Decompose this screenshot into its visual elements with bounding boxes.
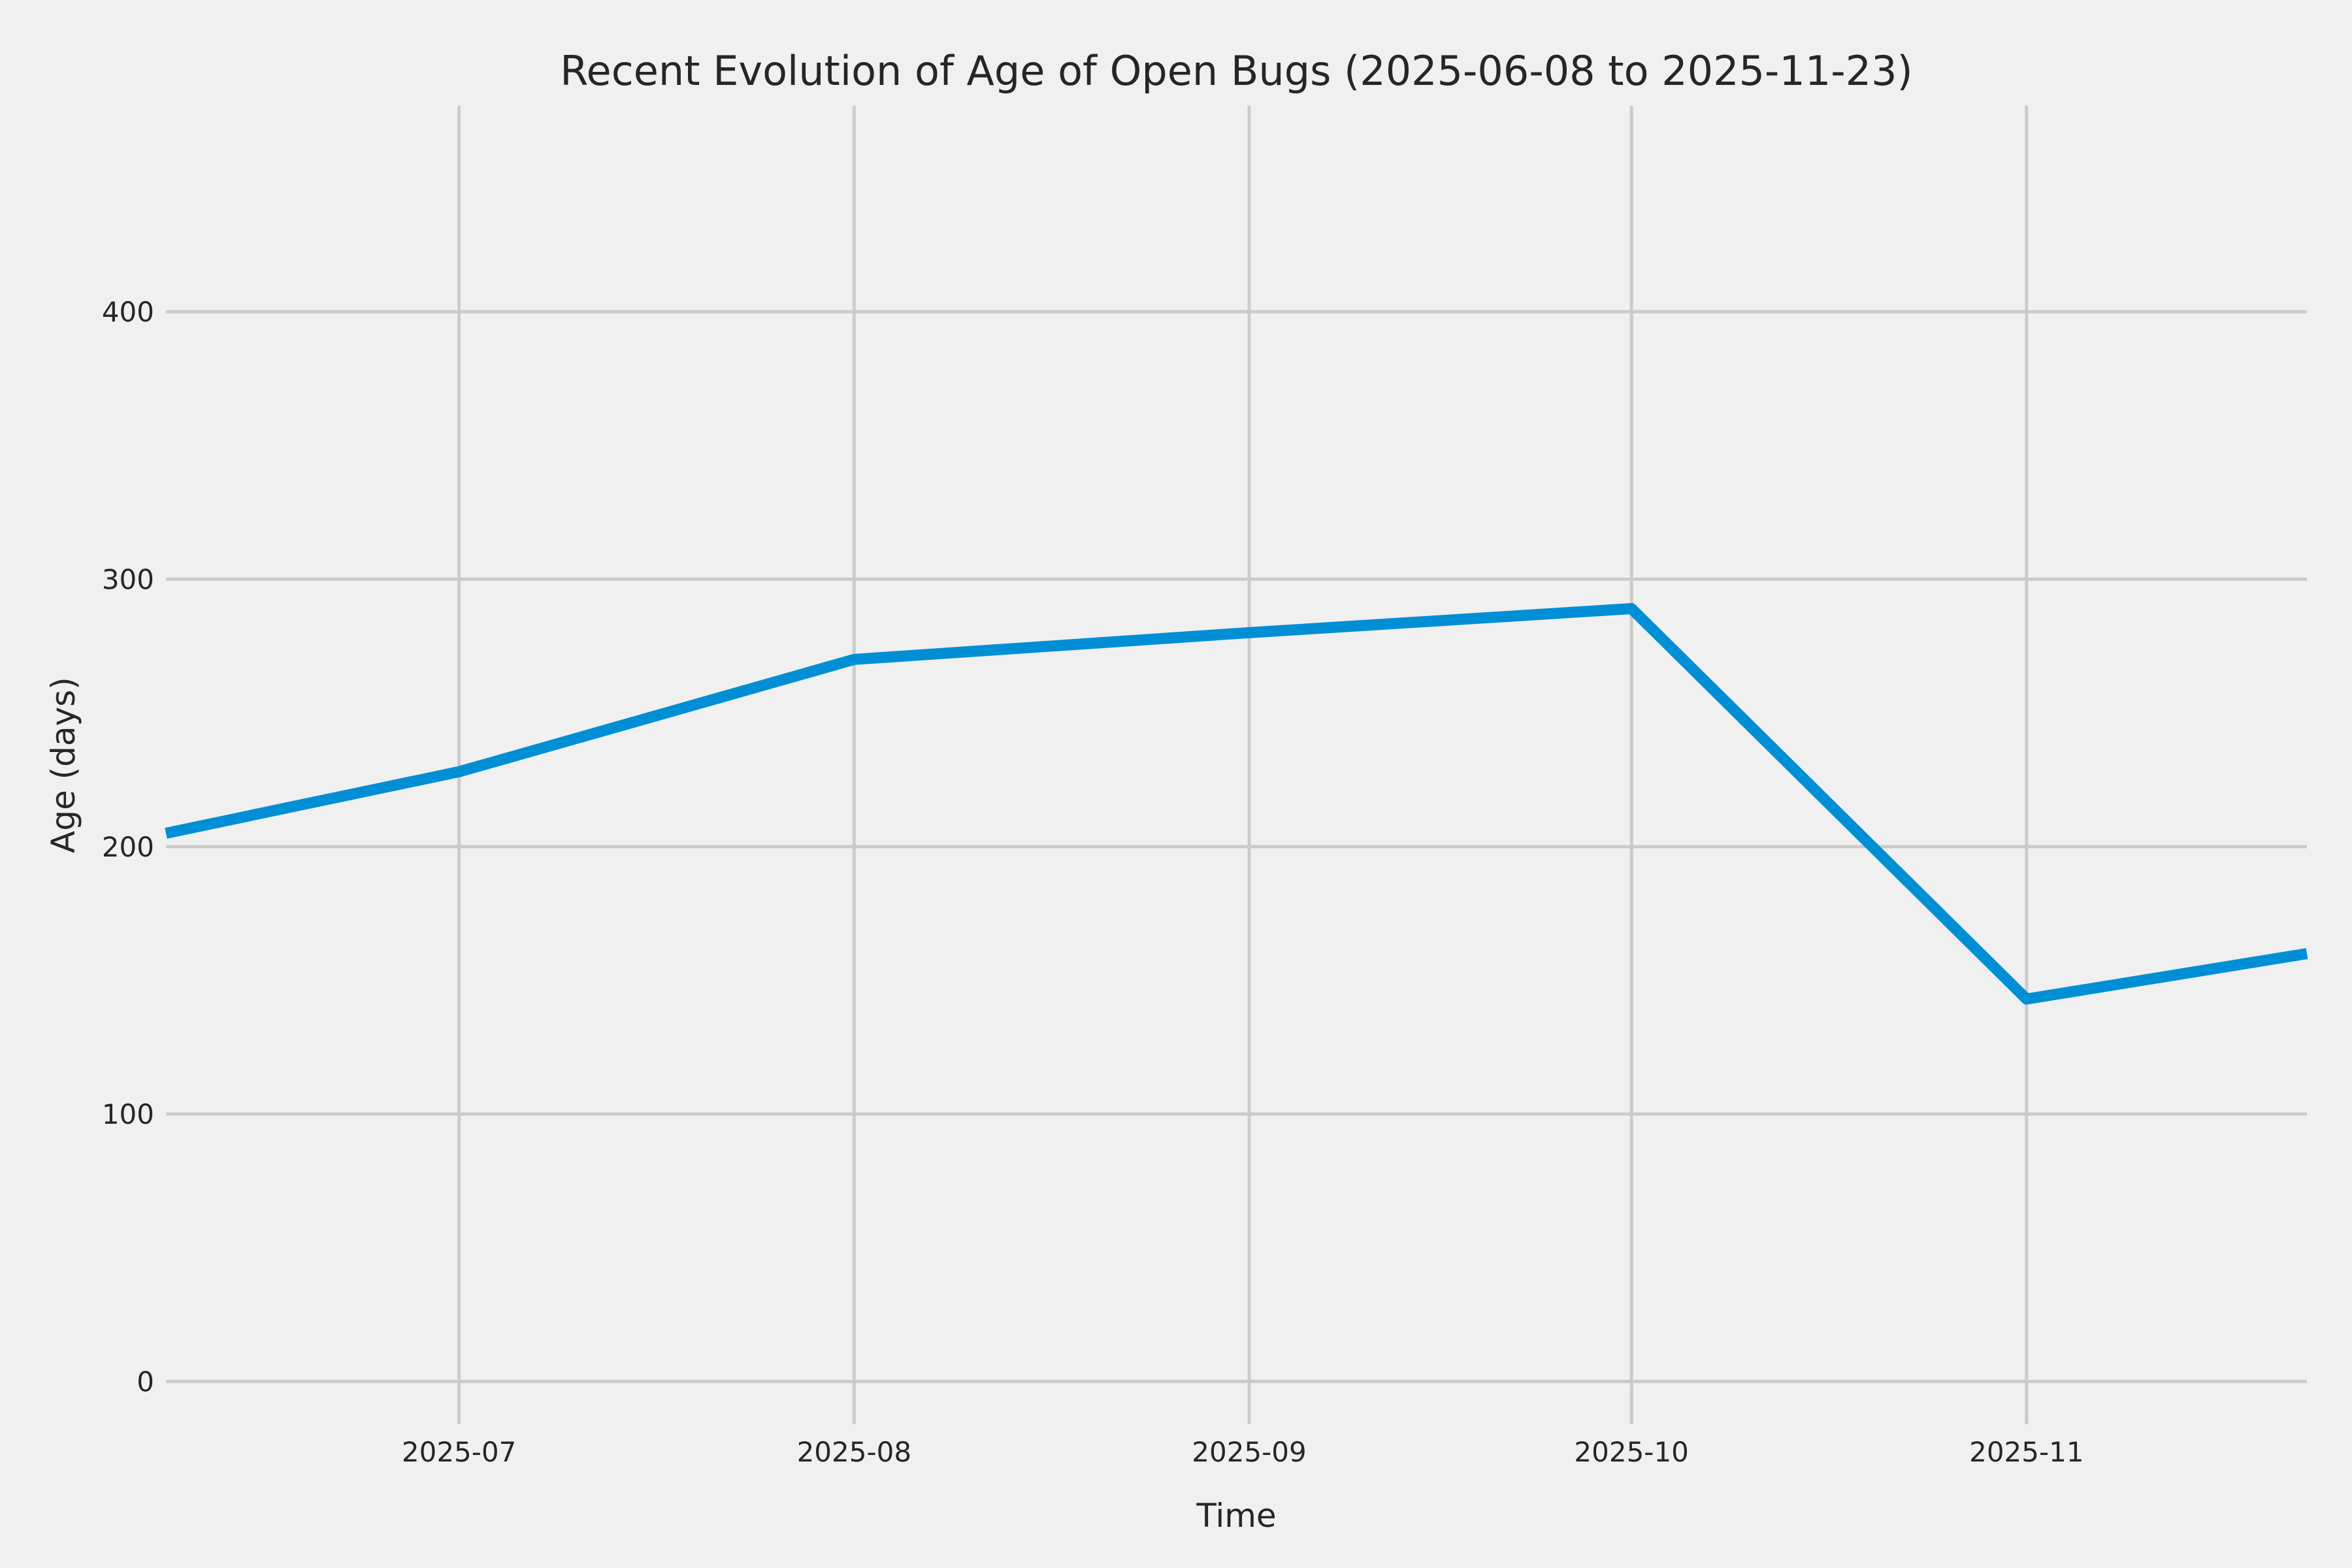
data-line-age-of-open-bugs <box>165 603 2308 1005</box>
y-tick-label: 100 <box>102 1098 154 1130</box>
chart-title: Recent Evolution of Age of Open Bugs (20… <box>560 47 1913 95</box>
x-tick-label: 2025-08 <box>797 1436 912 1468</box>
y-tick-label: 300 <box>102 564 154 596</box>
x-tick-label: 2025-09 <box>1192 1436 1307 1468</box>
y-tick-label: 400 <box>102 296 154 328</box>
x-tick-label: 2025-07 <box>402 1436 517 1468</box>
x-tick-label: 2025-10 <box>1574 1436 1689 1468</box>
x-axis-label: Time <box>1196 1497 1277 1535</box>
y-tick-label: 200 <box>102 831 154 863</box>
x-tick-label: 2025-11 <box>1969 1436 2084 1468</box>
y-axis-label: Age (days) <box>44 677 82 853</box>
y-tick-label: 0 <box>137 1366 154 1398</box>
